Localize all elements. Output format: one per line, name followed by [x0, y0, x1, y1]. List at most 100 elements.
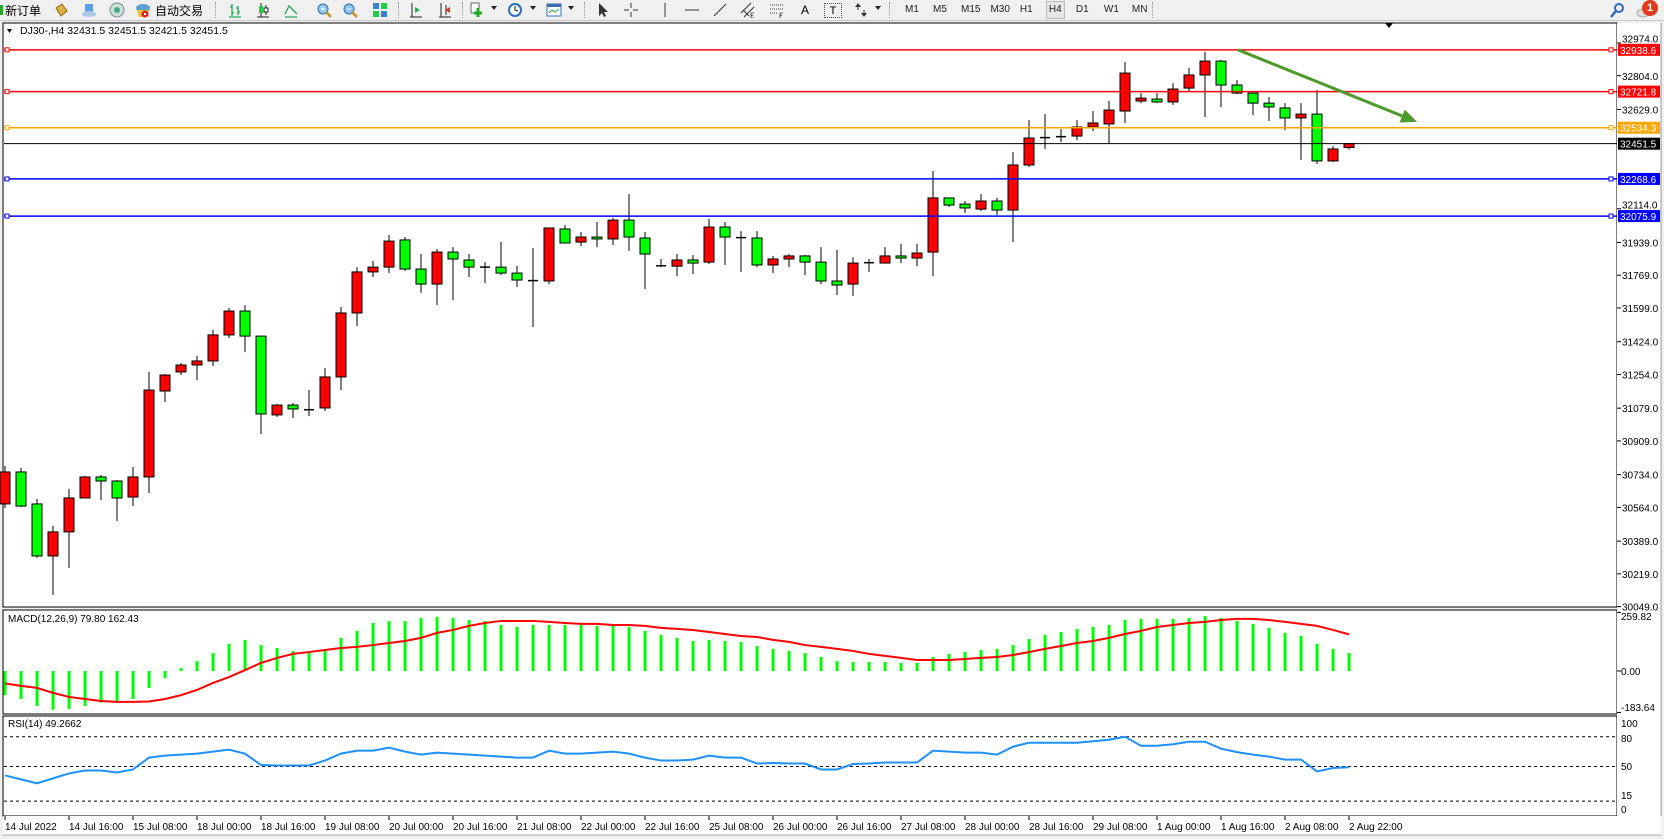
auto-scroll-icon [439, 3, 451, 18]
signals-button[interactable] [108, 1, 126, 19]
candle [1247, 92, 1259, 116]
templates-dropdown[interactable] [568, 6, 574, 10]
market-watch-button[interactable] [52, 1, 70, 19]
candle-body-bear [1151, 98, 1163, 103]
line-anchor-handle [4, 47, 10, 53]
trend-arrow[interactable] [1237, 48, 1417, 123]
macd-histogram-bar [499, 624, 503, 671]
indicators-dropdown[interactable] [491, 6, 497, 10]
fibonacci-icon [770, 4, 783, 18]
candle-body-bull [767, 258, 779, 266]
vertical-line-button[interactable] [656, 1, 674, 19]
candle [879, 247, 891, 264]
timeframe-d1[interactable]: D1 [1075, 4, 1089, 15]
horizontal-level[interactable]: 32534.3 [4, 121, 1660, 135]
bar-chart-button[interactable] [226, 1, 244, 19]
text-tool-button[interactable]: A [796, 1, 814, 19]
line-chart-button[interactable] [282, 1, 300, 19]
arrows-button[interactable] [852, 1, 870, 19]
candle-body-bull [1135, 97, 1147, 102]
candle-body-bull [607, 219, 619, 240]
candle [319, 368, 331, 412]
data-window-button[interactable] [80, 1, 98, 19]
macd-histogram-bar [1267, 627, 1271, 671]
candle-body-bear [415, 268, 427, 285]
crosshair-button[interactable] [622, 1, 640, 19]
zoom-in-button[interactable] [315, 1, 333, 19]
horizontal-level[interactable]: 32938.6 [4, 43, 1660, 57]
macd-histogram-bar [755, 645, 759, 671]
new-order-button[interactable]: 新订单 [0, 1, 46, 19]
candle-body-bull [1295, 113, 1307, 119]
horizontal-level[interactable]: 32268.6 [4, 172, 1660, 186]
price-axis-label: 31079.0 [1622, 404, 1659, 415]
candle [383, 234, 395, 274]
candle-body-bear [447, 251, 459, 260]
separator [215, 2, 217, 18]
macd-histogram-bar [963, 652, 967, 671]
horizontal-level[interactable]: 32075.9 [4, 210, 1660, 223]
text-label-button[interactable]: T [824, 3, 842, 18]
periods-dropdown[interactable] [530, 6, 536, 10]
macd-histogram-bar [275, 647, 279, 671]
candle [207, 329, 219, 366]
macd-histogram-bar [1219, 618, 1223, 671]
candle-body-bull [847, 262, 859, 285]
time-axis-label: 2 Aug 22:00 [1349, 822, 1403, 833]
tile-windows-button[interactable] [371, 1, 389, 19]
timeframe-mn[interactable]: MN [1131, 4, 1148, 15]
macd-histogram-bar [227, 643, 231, 671]
fibonacci-button[interactable] [768, 1, 786, 19]
macd-histogram-bar [739, 641, 743, 671]
auto-scroll-button[interactable] [436, 1, 454, 19]
equidistant-channel-button[interactable] [739, 1, 757, 19]
candle-body-bear [719, 226, 731, 238]
timeframe-m30[interactable]: M30 [990, 4, 1010, 15]
candle-body-bear [287, 404, 299, 410]
candle-body-bull [207, 334, 219, 362]
timeframe-m5[interactable]: M5 [933, 4, 947, 15]
price-tag [1618, 210, 1660, 223]
candle [671, 254, 683, 276]
cursor-button[interactable] [593, 1, 611, 19]
macd-histogram-bar [1091, 627, 1095, 671]
candle-body-bear [623, 219, 635, 238]
search-button[interactable] [1608, 1, 1626, 19]
price-axis-label: 30909.0 [1622, 437, 1659, 448]
current-price[interactable]: 32451.5 [4, 137, 1660, 151]
candle-body-bull [79, 476, 91, 499]
periods-button[interactable] [506, 1, 524, 19]
timeframe-m15[interactable]: M15 [961, 4, 981, 15]
chart-shift-button[interactable] [407, 1, 425, 19]
auto-trading-label: 自动交易 [155, 3, 204, 18]
arrows-icon [855, 3, 867, 17]
timeframe-m1[interactable]: M1 [905, 4, 919, 15]
timeframe-h4[interactable]: H4 [1045, 1, 1065, 19]
equidistant-channel-icon [740, 2, 755, 18]
arrows-dropdown[interactable] [875, 6, 881, 10]
timeframe-h1[interactable]: H1 [1019, 4, 1033, 15]
horizontal-line-button[interactable] [683, 1, 701, 19]
trendline-button[interactable] [711, 1, 729, 19]
templates-button[interactable] [545, 1, 563, 19]
candle [783, 254, 795, 268]
line-anchor-handle [1608, 47, 1614, 53]
candle [1167, 83, 1179, 106]
candle-body-bear [1263, 102, 1275, 108]
candle-body-bear [1247, 92, 1259, 104]
candle-body-bull [143, 389, 155, 478]
price-axis-label: 30219.0 [1622, 570, 1659, 581]
candlestick-button[interactable] [254, 1, 272, 19]
price-axis-label: 31254.0 [1622, 370, 1659, 381]
candle-body-bull [191, 360, 203, 366]
macd-histogram-bar [1075, 628, 1079, 671]
candle-body-bull [159, 374, 171, 392]
auto-trading-button[interactable]: 自动交易 [134, 1, 206, 19]
candle [687, 254, 699, 275]
chart-window[interactable]: DJ30-,H4 32431.5 32451.5 32421.5 32451.5… [0, 21, 1664, 839]
macd-histogram-bar [803, 652, 807, 671]
indicators-button[interactable] [468, 1, 486, 19]
zoom-out-button[interactable] [341, 1, 359, 19]
timeframe-w1[interactable]: W1 [1103, 4, 1119, 15]
horizontal-level[interactable]: 32721.8 [4, 85, 1660, 99]
